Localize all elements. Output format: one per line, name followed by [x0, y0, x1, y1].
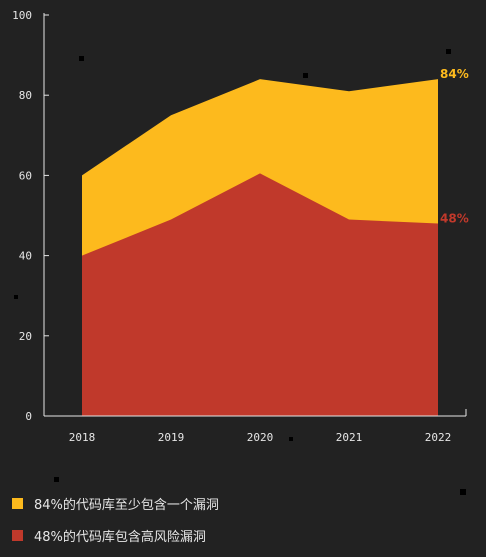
x-tick-label: 2021	[336, 431, 363, 444]
decorative-dot	[79, 56, 84, 61]
x-tick-label: 2019	[158, 431, 185, 444]
decorative-dot	[460, 489, 466, 495]
legend-swatch-series-2	[12, 529, 23, 541]
area-series-2	[82, 173, 438, 416]
y-tick-label: 60	[19, 169, 32, 182]
y-tick-label: 40	[19, 250, 32, 263]
legend: 84%的代码库至少包含一个漏洞 48%的代码库包含高风险漏洞	[12, 493, 219, 557]
legend-label-series-2: 48%的代码库包含高风险漏洞	[34, 529, 206, 545]
legend-swatch-series-1	[12, 497, 23, 509]
decorative-dot	[289, 437, 293, 441]
legend-item-series-2: 48%的代码库包含高风险漏洞	[12, 525, 219, 545]
y-tick-label: 20	[19, 330, 32, 343]
end-label-series-2: 48%	[440, 212, 469, 226]
area-chart: 0 20 40 60 80 100 2018 2019 2020 2021 2022 84% 48%	[12, 9, 469, 444]
decorative-dot	[14, 295, 18, 299]
decorative-dot	[303, 73, 308, 78]
x-tick-label: 2020	[247, 431, 274, 444]
x-tick-label: 2018	[69, 431, 96, 444]
legend-label-series-1: 84%的代码库至少包含一个漏洞	[34, 497, 219, 513]
x-tick-label: 2022	[425, 431, 452, 444]
legend-item-series-1: 84%的代码库至少包含一个漏洞	[12, 493, 219, 513]
y-tick-label: 80	[19, 89, 32, 102]
end-label-series-1: 84%	[440, 67, 469, 81]
y-tick-label: 0	[25, 410, 32, 423]
decorative-dot	[446, 49, 451, 54]
y-tick-label: 100	[12, 9, 32, 22]
decorative-dot	[54, 477, 59, 482]
